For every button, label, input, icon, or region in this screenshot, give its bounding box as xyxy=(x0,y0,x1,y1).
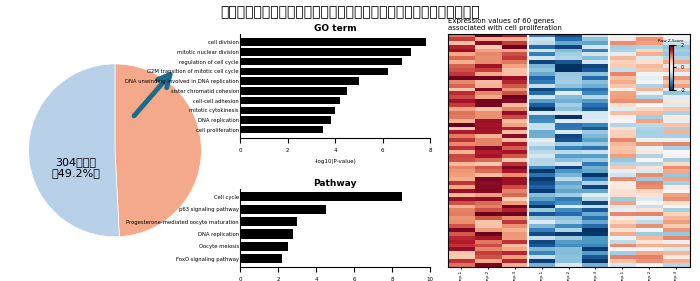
Bar xyxy=(240,107,335,114)
Bar xyxy=(240,68,388,75)
Wedge shape xyxy=(115,64,202,237)
Text: Expression values of 60 genes
associated with cell proliferation: Expression values of 60 genes associated… xyxy=(447,17,561,31)
Bar xyxy=(240,205,326,214)
Bar xyxy=(240,254,282,263)
Text: 304遺伝子
（49.2%）: 304遺伝子 （49.2%） xyxy=(52,157,101,178)
X-axis label: -log10(P-value): -log10(P-value) xyxy=(314,158,356,164)
Text: アクチン集合体制御下遺伝子：細胞増殖関連遺伝子に集中している。: アクチン集合体制御下遺伝子：細胞増殖関連遺伝子に集中している。 xyxy=(220,6,480,20)
Title: Row Z-Score: Row Z-Score xyxy=(658,39,684,43)
Bar xyxy=(240,229,293,239)
Bar xyxy=(240,116,330,124)
Wedge shape xyxy=(29,64,120,237)
Bar xyxy=(240,38,426,46)
Title: Pathway: Pathway xyxy=(314,179,357,188)
Bar xyxy=(240,97,340,104)
Bar xyxy=(240,58,402,65)
Bar xyxy=(240,78,359,85)
Bar xyxy=(240,217,298,226)
Title: GO term: GO term xyxy=(314,24,356,33)
Bar xyxy=(240,242,288,251)
Bar xyxy=(240,48,412,56)
Bar xyxy=(240,192,402,201)
Bar xyxy=(240,126,323,133)
Bar xyxy=(240,87,347,94)
